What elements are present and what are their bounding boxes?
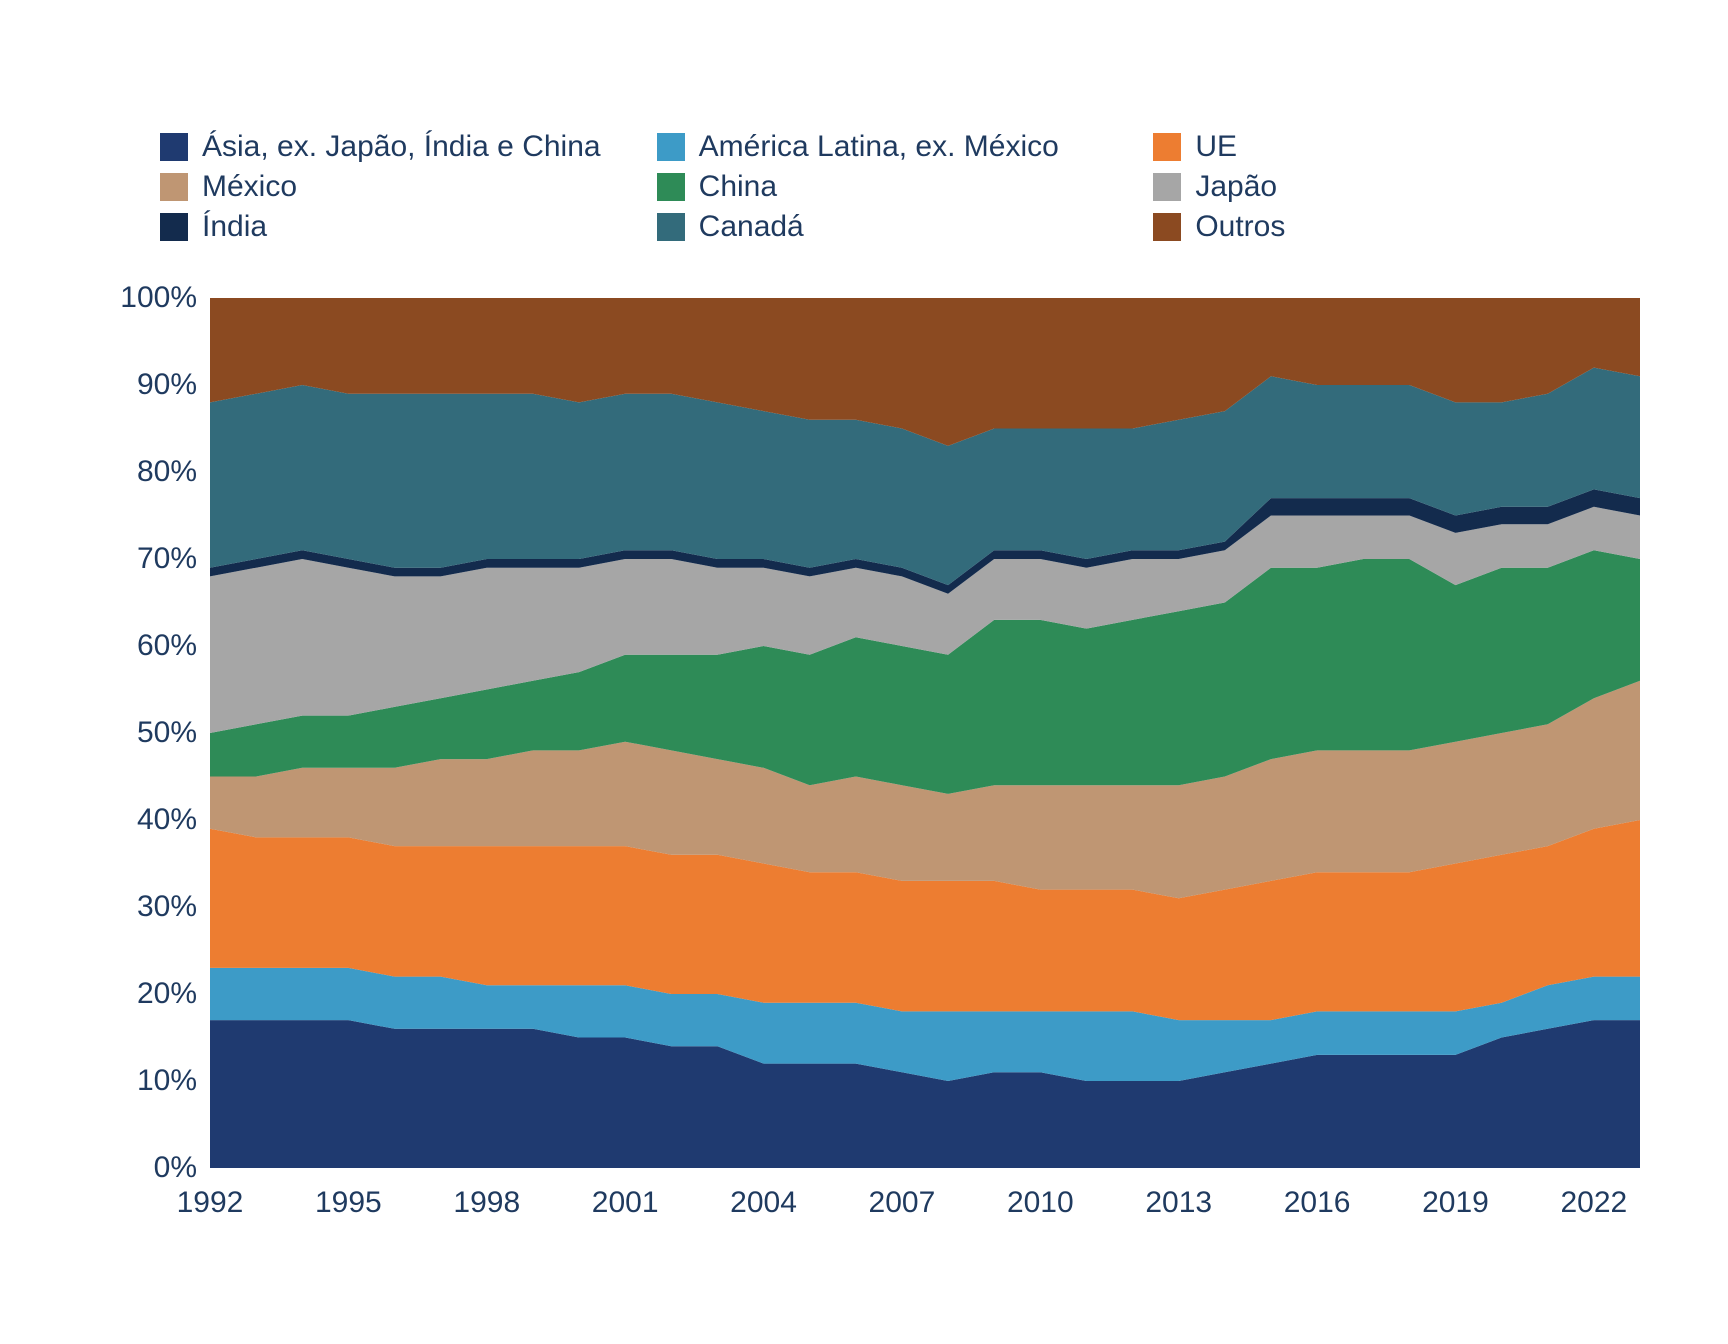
legend-label: UE (1195, 130, 1237, 164)
x-tick-label: 1992 (177, 1186, 244, 1220)
legend-item-outros: Outros (1153, 210, 1610, 244)
chart-legend: Ásia, ex. Japão, Índia e China América La… (160, 130, 1610, 244)
x-tick-label: 2010 (1007, 1186, 1074, 1220)
y-tick-label: 50% (137, 716, 197, 750)
stacked-area-svg (210, 298, 1640, 1168)
legend-item-asia_ex: Ásia, ex. Japão, Índia e China (160, 130, 617, 164)
y-tick-label: 20% (137, 977, 197, 1011)
legend-label: China (699, 170, 777, 204)
legend-label: Ásia, ex. Japão, Índia e China (202, 130, 601, 164)
y-tick-label: 90% (137, 368, 197, 402)
plot-area (210, 298, 1640, 1168)
stacked-area-chart: Ásia, ex. Japão, Índia e China América La… (110, 130, 1670, 1280)
x-tick-label: 2004 (730, 1186, 797, 1220)
legend-label: Canadá (699, 210, 804, 244)
x-tick-label: 2007 (869, 1186, 936, 1220)
y-tick-label: 80% (137, 455, 197, 489)
legend-item-latam_ex: América Latina, ex. México (657, 130, 1114, 164)
y-tick-label: 100% (120, 281, 197, 315)
y-tick-label: 10% (137, 1064, 197, 1098)
legend-swatch (1153, 173, 1181, 201)
y-axis: 0%10%20%30%40%50%60%70%80%90%100% (110, 298, 205, 1168)
y-tick-label: 0% (154, 1151, 197, 1185)
x-tick-label: 2022 (1560, 1186, 1627, 1220)
legend-label: Outros (1195, 210, 1285, 244)
x-axis: 1992199519982001200420072010201320162019… (210, 1178, 1640, 1238)
legend-item-mexico: México (160, 170, 617, 204)
legend-item-china: China (657, 170, 1114, 204)
y-tick-label: 70% (137, 542, 197, 576)
legend-swatch (657, 133, 685, 161)
legend-item-ue: UE (1153, 130, 1610, 164)
legend-item-canada: Canadá (657, 210, 1114, 244)
legend-item-japao: Japão (1153, 170, 1610, 204)
y-tick-label: 40% (137, 803, 197, 837)
y-tick-label: 30% (137, 890, 197, 924)
x-tick-label: 2013 (1145, 1186, 1212, 1220)
legend-swatch (657, 173, 685, 201)
x-tick-label: 2019 (1422, 1186, 1489, 1220)
legend-swatch (160, 173, 188, 201)
y-tick-label: 60% (137, 629, 197, 663)
legend-item-india: Índia (160, 210, 617, 244)
legend-swatch (160, 133, 188, 161)
legend-swatch (1153, 133, 1181, 161)
legend-swatch (1153, 213, 1181, 241)
legend-swatch (160, 213, 188, 241)
legend-label: Índia (202, 210, 267, 244)
x-tick-label: 1998 (453, 1186, 520, 1220)
legend-label: México (202, 170, 297, 204)
legend-swatch (657, 213, 685, 241)
x-tick-label: 1995 (315, 1186, 382, 1220)
x-tick-label: 2016 (1284, 1186, 1351, 1220)
x-tick-label: 2001 (592, 1186, 659, 1220)
legend-label: Japão (1195, 170, 1277, 204)
legend-label: América Latina, ex. México (699, 130, 1059, 164)
